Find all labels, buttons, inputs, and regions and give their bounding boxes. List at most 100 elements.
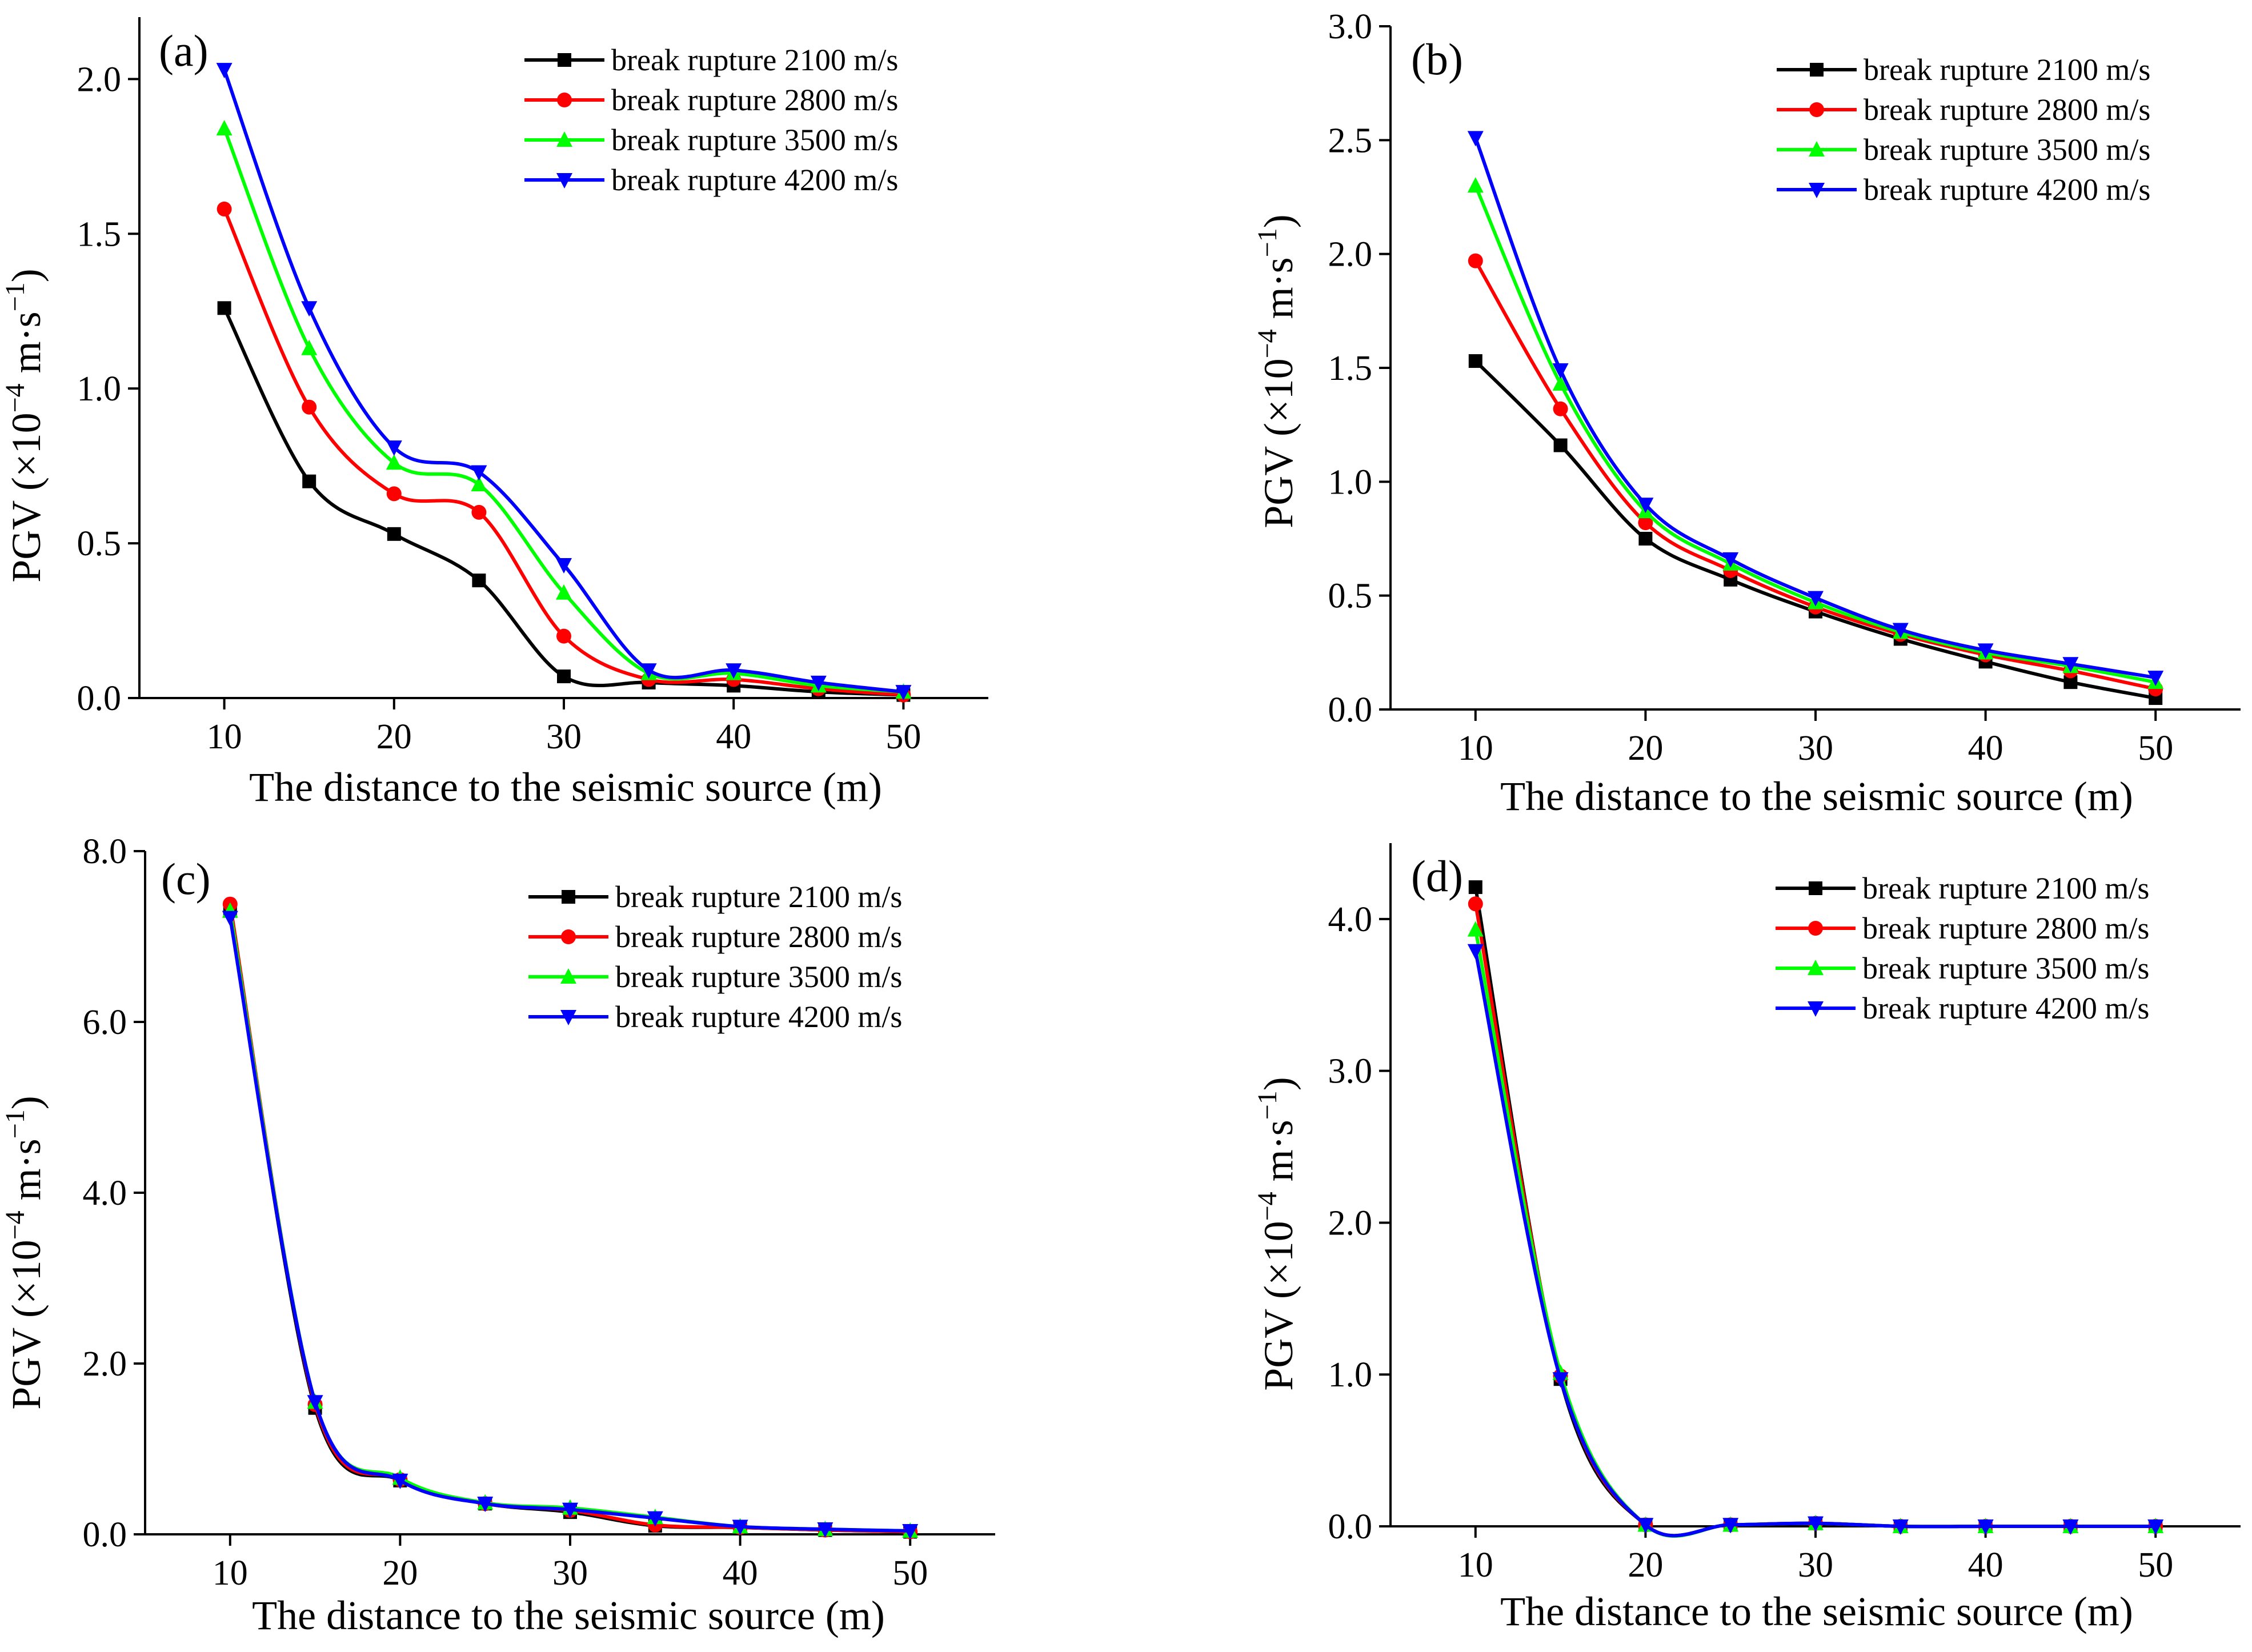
data-point — [307, 1395, 323, 1411]
y-axis-title-unit-exp: −1 — [1252, 228, 1283, 257]
y-tick-label: 0.0 — [83, 1515, 127, 1554]
data-point — [387, 527, 401, 541]
data-point — [1467, 177, 1484, 193]
data-point — [556, 628, 571, 644]
x-tick-label: 30 — [546, 717, 582, 756]
data-point — [301, 301, 318, 317]
y-tick-label: 2.0 — [83, 1345, 127, 1384]
legend: break rupture 2100 m/s break rupture 2800… — [524, 43, 898, 197]
data-point — [1552, 363, 1569, 379]
legend-marker — [1808, 1001, 1824, 1017]
y-tick-label: 8.0 — [83, 832, 127, 871]
data-point — [477, 1497, 494, 1513]
legend-label: break rupture 2100 m/s — [1862, 871, 2149, 905]
data-point — [2147, 1519, 2164, 1535]
data-point — [386, 440, 402, 456]
x-tick-label: 40 — [723, 1554, 758, 1593]
legend-label: break rupture 2800 m/s — [1862, 911, 2149, 945]
panel-label: (c) — [161, 854, 211, 904]
legend-marker — [1809, 881, 1822, 895]
data-point — [732, 1519, 748, 1535]
data-point — [817, 1522, 834, 1538]
data-point — [556, 558, 572, 574]
legend-label: break rupture 2100 m/s — [615, 880, 902, 914]
data-point — [1638, 515, 1653, 531]
legend-label: break rupture 4200 m/s — [615, 1000, 902, 1034]
data-point — [1468, 896, 1483, 912]
y-tick-label: 1.5 — [1328, 349, 1373, 388]
panel-d: (d) The distance to the seismic source (… — [1252, 843, 2241, 1634]
series-3 — [216, 120, 912, 699]
legend-label: break rupture 2100 m/s — [611, 43, 898, 77]
data-point — [1553, 438, 1568, 452]
data-point — [557, 669, 571, 684]
legend-marker — [562, 890, 575, 904]
x-tick-label: 50 — [885, 717, 921, 756]
y-tick-label: 1.0 — [1328, 1356, 1373, 1394]
y-tick-label: 3.0 — [1328, 1052, 1373, 1091]
data-point — [217, 301, 231, 315]
panel-a: (a) The distance to the seismic source (… — [0, 17, 988, 810]
y-axis-title-main: PGV (×10 — [1256, 1221, 1301, 1390]
legend-marker — [1809, 102, 1824, 117]
data-point — [1467, 921, 1484, 937]
x-tick-label: 10 — [213, 1554, 248, 1593]
legend-label: break rupture 3500 m/s — [1864, 133, 2150, 167]
data-point — [562, 1502, 578, 1518]
y-axis-title: PGV (×10−4 m·s−1) — [0, 268, 49, 582]
legend-label: break rupture 4200 m/s — [1864, 173, 2150, 207]
data-point — [810, 675, 827, 691]
data-point — [902, 1524, 919, 1540]
data-point — [1468, 880, 1482, 895]
y-tick-label: 0.0 — [1328, 691, 1373, 729]
data-point — [647, 1511, 663, 1527]
data-point — [1808, 1516, 1824, 1532]
legend-label: break rupture 2800 m/s — [611, 83, 898, 117]
x-tick-label: 30 — [1798, 729, 1833, 768]
data-point — [392, 1473, 408, 1489]
legend-label: break rupture 2100 m/s — [1864, 53, 2150, 87]
panel-c: (c) The distance to the seismic source (… — [0, 832, 995, 1638]
x-tick-label: 50 — [2138, 729, 2173, 768]
data-point — [1637, 1518, 1654, 1534]
y-axis-title-close: ) — [3, 268, 49, 282]
x-tick-label: 40 — [1968, 729, 2003, 768]
legend-label: break rupture 3500 m/s — [615, 960, 902, 994]
y-tick-label: 1.5 — [77, 215, 122, 254]
data-point — [386, 454, 402, 470]
series-4 — [222, 911, 919, 1540]
y-axis-title-exp: −4 — [1252, 1192, 1283, 1221]
x-tick-label: 10 — [1458, 1546, 1493, 1585]
y-axis-title-main: PGV (×10 — [3, 1240, 49, 1409]
y-axis-title-unit: m·s — [3, 311, 49, 383]
y-axis-title-close: ) — [1256, 1077, 1301, 1090]
data-point — [640, 663, 657, 679]
y-axis-title: PGV (×10−4 m·s−1) — [1252, 1077, 1301, 1390]
x-tick-label: 20 — [1628, 729, 1663, 768]
data-point — [1722, 552, 1739, 568]
legend-label: break rupture 3500 m/s — [1862, 951, 2149, 985]
legend: break rupture 2100 m/s break rupture 2800… — [1777, 53, 2150, 207]
data-point — [1808, 591, 1824, 607]
data-point — [1468, 354, 1482, 368]
y-tick-label: 0.5 — [77, 524, 122, 563]
data-point — [1467, 944, 1484, 960]
x-tick-label: 10 — [207, 717, 242, 756]
data-point — [216, 120, 233, 136]
x-tick-label: 10 — [1458, 729, 1493, 768]
data-point — [1552, 375, 1569, 391]
series-4 — [216, 63, 912, 701]
data-point — [2147, 671, 2164, 687]
legend-label: break rupture 2800 m/s — [615, 920, 902, 954]
x-axis-title: The distance to the seismic source (m) — [1500, 773, 2133, 819]
data-point — [302, 474, 316, 488]
data-point — [1553, 401, 1568, 416]
legend-marker — [1809, 141, 1825, 157]
y-axis-title-unit: m·s — [1256, 257, 1301, 329]
legend-marker — [1808, 960, 1824, 975]
y-tick-label: 2.0 — [1328, 235, 1373, 274]
y-tick-label: 6.0 — [83, 1003, 127, 1042]
y-tick-label: 0.0 — [1328, 1507, 1373, 1546]
y-tick-label: 2.0 — [1328, 1204, 1373, 1242]
data-point — [222, 911, 238, 927]
